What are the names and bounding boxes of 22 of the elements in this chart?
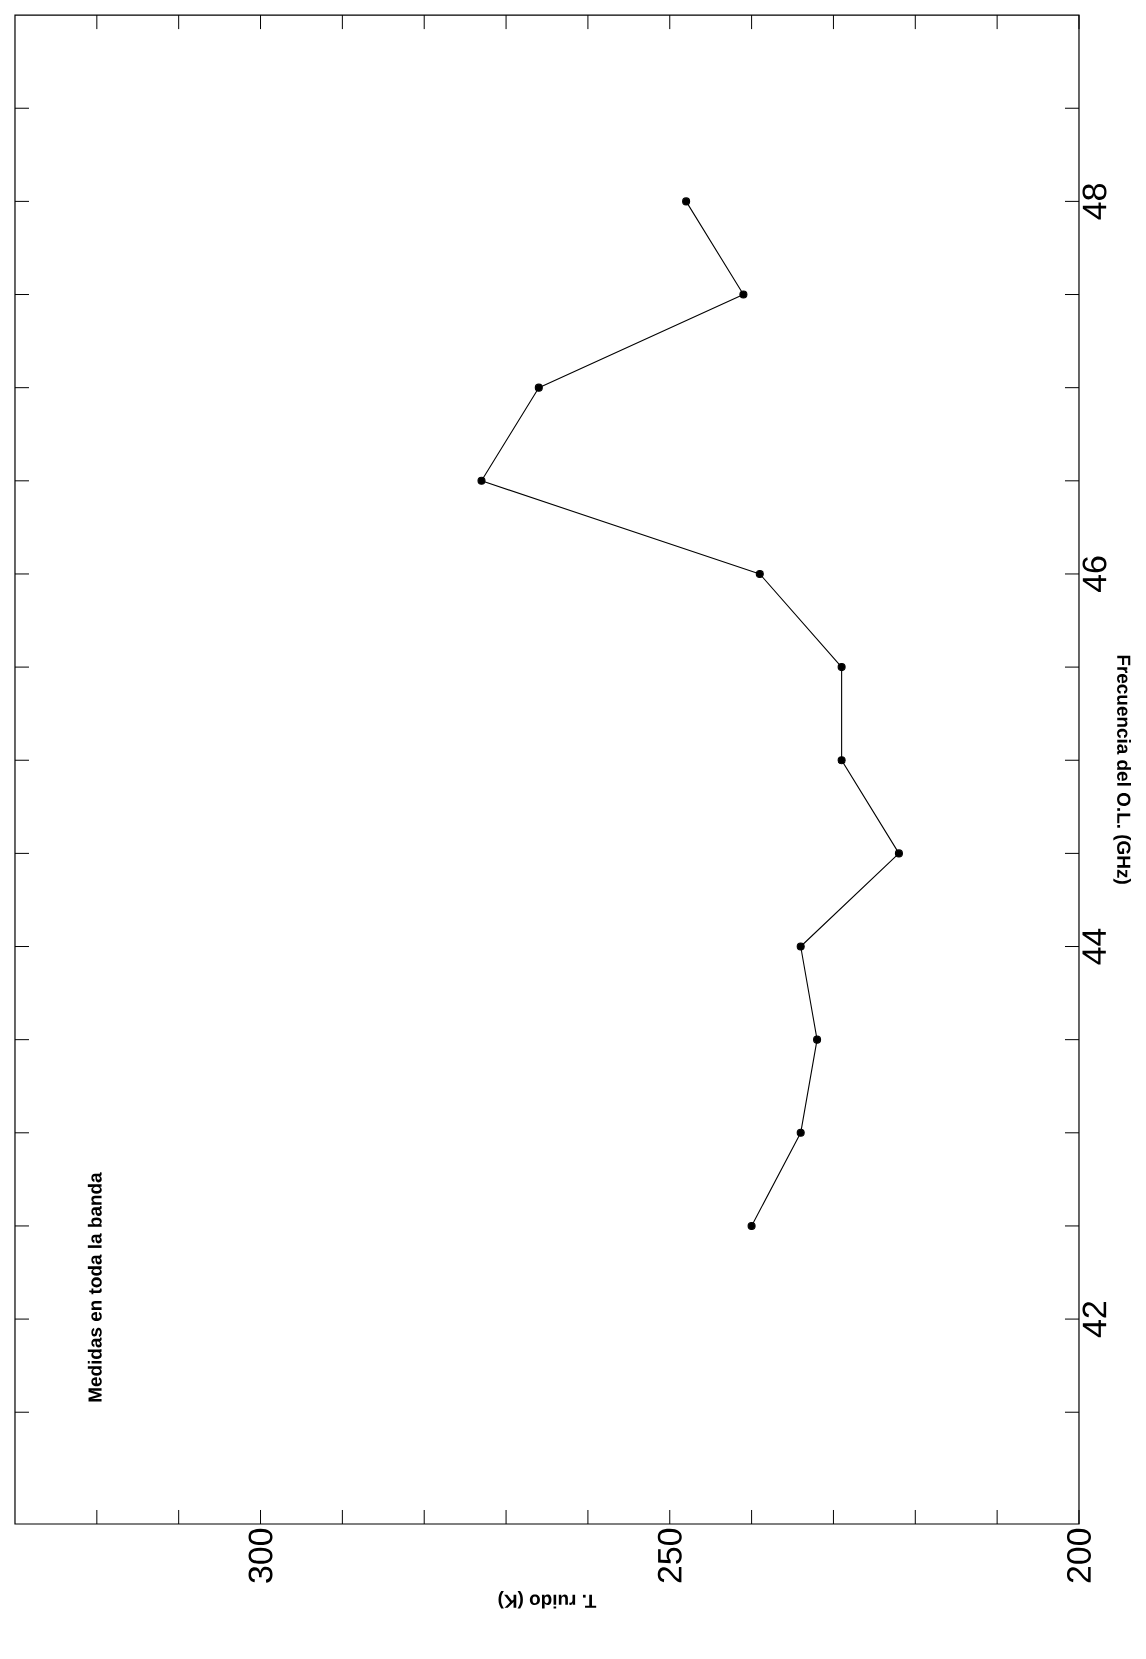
point — [796, 1128, 805, 1137]
point — [813, 1035, 822, 1044]
x-tick-label: 300 — [248, 1528, 273, 1583]
x-axis-title: T. ruido (K) — [498, 1590, 597, 1609]
point — [894, 849, 903, 858]
annotation: Medidas en toda la banda — [87, 1172, 102, 1402]
point — [837, 756, 846, 765]
point — [755, 569, 764, 578]
point — [682, 197, 691, 206]
y-tick-label: 44 — [1082, 928, 1106, 965]
y-axis-title: Frecuencia del O.L. (GHz) — [1113, 655, 1131, 884]
point — [739, 290, 748, 299]
point — [837, 663, 846, 672]
point — [796, 942, 805, 951]
y-tick-label: 42 — [1082, 1301, 1107, 1338]
point — [534, 383, 543, 392]
point — [747, 1221, 756, 1230]
y-tick-label: 46 — [1082, 556, 1107, 593]
point — [477, 476, 486, 485]
y-tick-label: 48 — [1082, 184, 1107, 220]
x-tick-label: 200 — [1066, 1528, 1091, 1583]
x-tick-label: 250 — [657, 1528, 682, 1583]
